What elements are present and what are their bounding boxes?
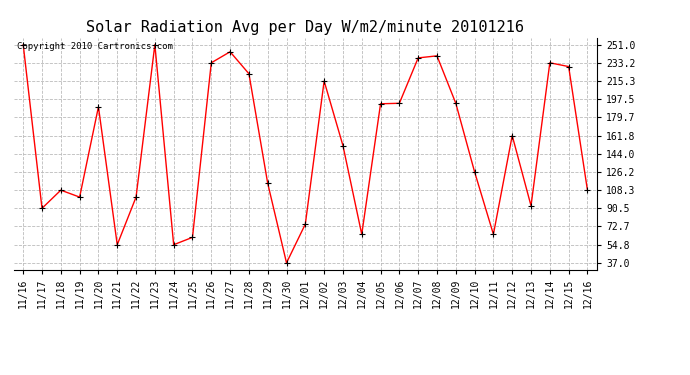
Text: Copyright 2010 Cartronics.com: Copyright 2010 Cartronics.com (17, 42, 172, 51)
Title: Solar Radiation Avg per Day W/m2/minute 20101216: Solar Radiation Avg per Day W/m2/minute … (86, 20, 524, 35)
